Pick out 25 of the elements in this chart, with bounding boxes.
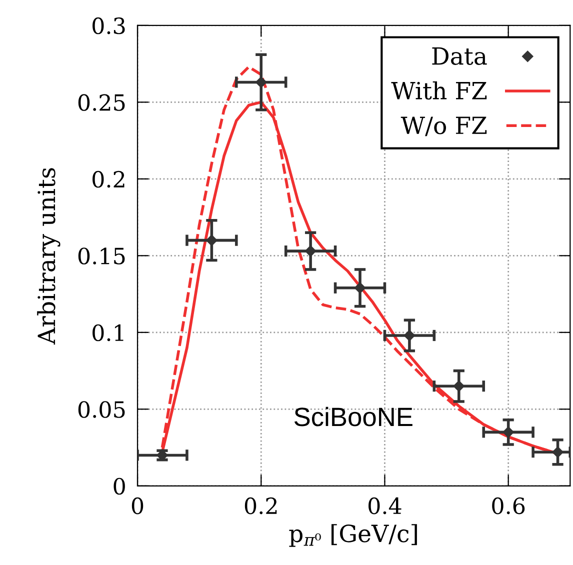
point <box>552 446 564 458</box>
legend-label: Data <box>432 47 487 65</box>
y-tick-label: 0.05 <box>78 401 125 418</box>
x-tick-label: 0.4 <box>368 497 402 514</box>
x-axis-title: p$_{π⁰}$ [GeV/c] <box>289 524 417 547</box>
point <box>256 76 267 88</box>
y-tick-label: 0.3 <box>92 17 125 34</box>
x-tick-label: 0.2 <box>244 497 277 514</box>
y-tick-label: 0.15 <box>78 248 125 264</box>
point <box>404 330 416 342</box>
y-axis-title: Arbitrary units <box>37 168 60 345</box>
y-tick-label: 0 <box>114 478 125 495</box>
y-tick-label: 0.1 <box>92 324 124 342</box>
point <box>502 426 514 438</box>
annotation: SciBooNE <box>294 406 412 426</box>
legend-label: W/o FZ <box>400 116 487 136</box>
point <box>354 282 366 294</box>
x-tick-label: 0.6 <box>492 497 525 514</box>
legend-label: With FZ <box>391 81 487 100</box>
point <box>304 245 316 257</box>
x-tick-label: 0 <box>132 497 144 514</box>
point <box>206 234 218 246</box>
point <box>453 380 464 392</box>
y-tick-label: 0.2 <box>92 170 124 188</box>
y-tick-label: 0.25 <box>78 94 125 111</box>
